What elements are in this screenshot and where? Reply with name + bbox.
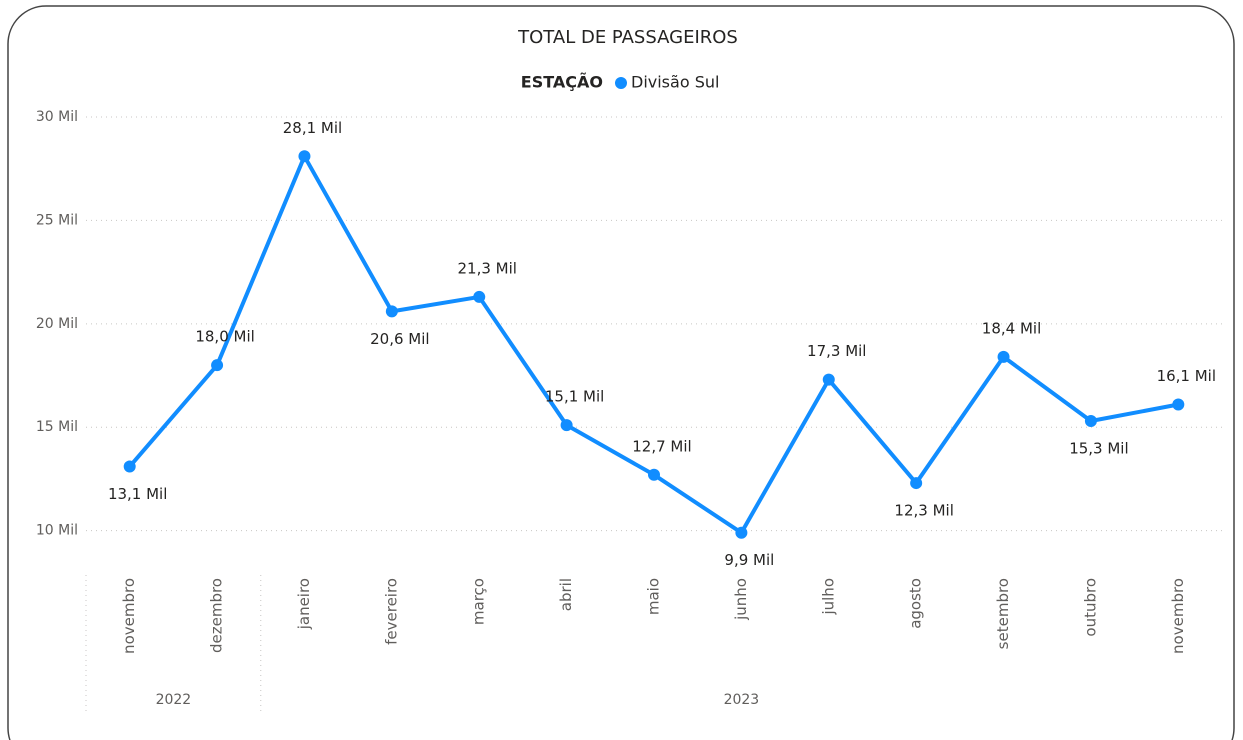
data-point xyxy=(123,460,136,473)
y-tick-label: 30 Mil xyxy=(36,109,78,125)
legend-label: Divisão Sul xyxy=(631,73,719,92)
data-label: 28,1 Mil xyxy=(283,119,342,137)
y-tick-label: 15 Mil xyxy=(36,419,78,435)
data-point xyxy=(1172,398,1185,411)
data-point xyxy=(385,305,398,318)
data-point xyxy=(735,526,748,539)
data-point xyxy=(1084,415,1097,428)
data-point xyxy=(298,150,311,163)
data-point xyxy=(211,359,224,372)
data-point xyxy=(560,419,573,432)
x-tick-label: janeiro xyxy=(295,578,313,630)
data-point xyxy=(822,373,835,386)
data-label: 12,7 Mil xyxy=(632,437,691,455)
data-label: 18,4 Mil xyxy=(982,319,1041,337)
x-group-label: 2022 xyxy=(156,692,192,708)
data-label: 15,3 Mil xyxy=(1069,440,1128,458)
data-label: 9,9 Mil xyxy=(724,551,774,569)
x-tick-label: outubro xyxy=(1081,578,1099,637)
data-label: 18,0 Mil xyxy=(195,328,254,346)
x-tick-label: março xyxy=(470,578,488,625)
data-label: 16,1 Mil xyxy=(1157,367,1216,385)
chart-title: TOTAL DE PASSAGEIROS xyxy=(517,27,738,48)
legend-title: ESTAÇÃO xyxy=(521,73,603,92)
data-label: 17,3 Mil xyxy=(807,342,866,360)
x-tick-label: novembro xyxy=(120,578,138,654)
data-point xyxy=(997,350,1010,363)
data-label: 21,3 Mil xyxy=(458,259,517,277)
x-tick-label: abril xyxy=(557,578,575,611)
data-point xyxy=(910,477,923,490)
x-tick-label: fevereiro xyxy=(382,578,400,645)
x-tick-label: agosto xyxy=(907,578,925,629)
x-tick-label: dezembro xyxy=(208,578,226,653)
data-label: 15,1 Mil xyxy=(545,388,604,406)
data-point xyxy=(473,290,486,303)
x-tick-label: setembro xyxy=(994,578,1012,649)
data-point xyxy=(648,468,660,481)
data-label: 12,3 Mil xyxy=(894,502,953,520)
x-tick-label: maio xyxy=(645,578,663,615)
y-tick-label: 20 Mil xyxy=(36,316,78,332)
data-label: 20,6 Mil xyxy=(370,330,429,348)
legend-marker xyxy=(615,77,627,89)
y-tick-label: 25 Mil xyxy=(36,212,78,228)
x-group-label: 2023 xyxy=(724,692,760,708)
card-border xyxy=(7,5,1235,740)
x-tick-label: junho xyxy=(732,578,750,621)
x-tick-label: julho xyxy=(819,578,837,616)
y-tick-label: 10 Mil xyxy=(36,523,78,539)
x-tick-label: novembro xyxy=(1169,578,1187,654)
data-label: 13,1 Mil xyxy=(108,485,167,503)
